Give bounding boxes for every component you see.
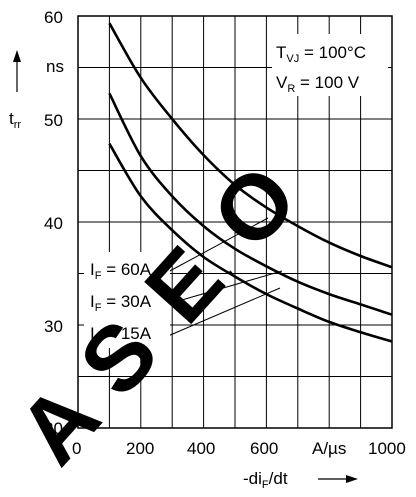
series-line-1 (108, 92, 393, 316)
label-leaders (167, 217, 283, 337)
x-tick-0: 0 (72, 439, 81, 458)
y-tick-20: 20 (44, 419, 63, 438)
leader-line-1 (167, 270, 283, 305)
conditions-bg (272, 34, 388, 96)
leader-line-2 (167, 287, 281, 337)
series-label-60a: IF = 60A (90, 260, 152, 282)
y-tick-60: 60 (44, 8, 63, 27)
series-label-bg (84, 252, 170, 348)
x-axis-label: -diF/dt (243, 469, 288, 491)
condition-vr: VR = 100 V (276, 73, 360, 95)
condition-tvj: TVJ = 100°C (276, 43, 366, 65)
x-tick-600: 600 (250, 439, 278, 458)
x-tick-1000: 1000 (368, 439, 406, 458)
x-tick-200: 200 (126, 439, 154, 458)
series-label-15a: IF = 15A (90, 324, 152, 346)
y-axis-arrow (13, 50, 21, 92)
series-line-2 (108, 143, 393, 343)
y-tick-30: 30 (44, 317, 63, 336)
x-unit: A/µs (312, 439, 346, 458)
y-tick-50: 50 (44, 111, 63, 130)
series-curves (108, 22, 393, 343)
series-label-30a: IF = 30A (90, 292, 152, 314)
x-tick-400: 400 (187, 439, 215, 458)
y-unit-ns: ns (46, 57, 64, 76)
x-axis-arrow (318, 475, 358, 483)
y-axis-label: trr (9, 109, 21, 131)
y-tick-40: 40 (44, 214, 63, 233)
series-line-0 (108, 22, 393, 269)
leader-line-0 (167, 217, 269, 273)
